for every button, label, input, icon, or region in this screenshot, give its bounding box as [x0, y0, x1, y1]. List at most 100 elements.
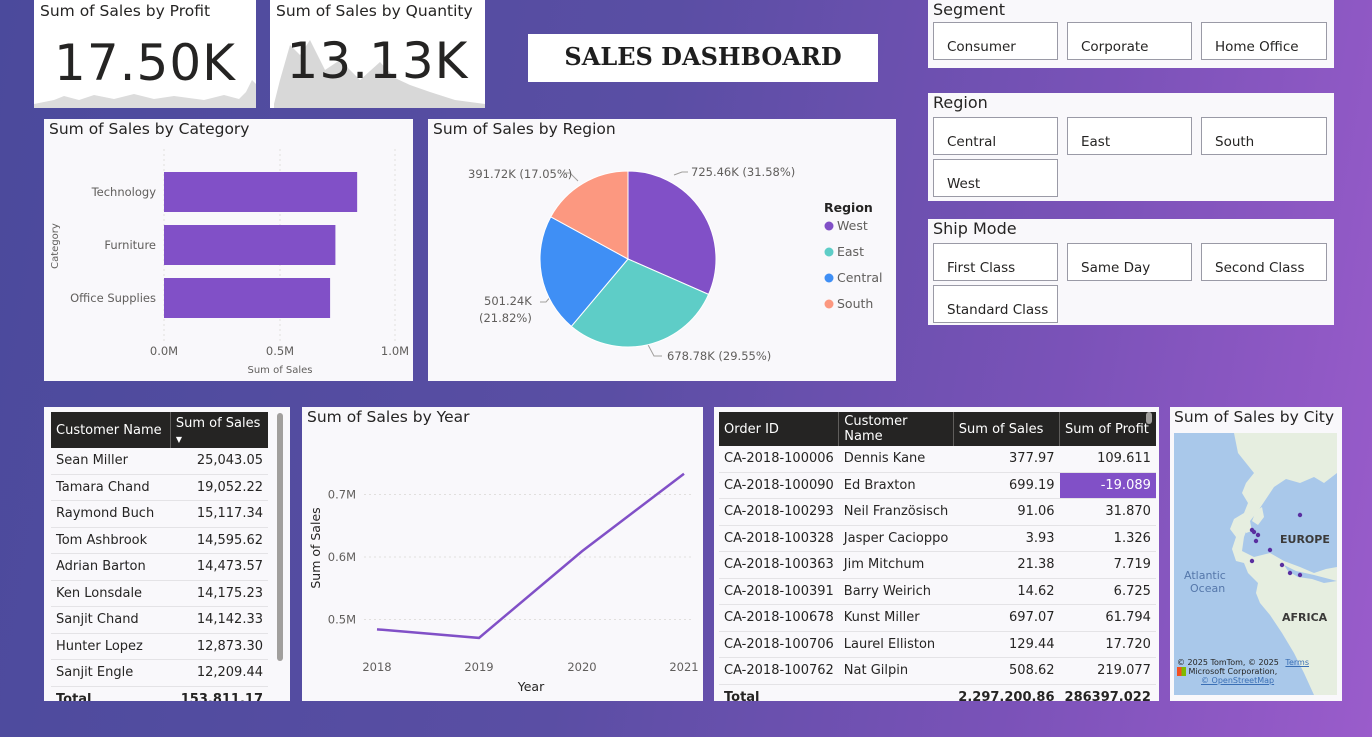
order-customer-cell: Barry Weirich [838, 578, 954, 605]
order-id-cell: CA-2018-100706 [719, 631, 839, 658]
map-landmass: EUROPE AFRICA Atlantic Ocean [1184, 433, 1337, 695]
pie-label-south: 391.72K (17.05%) [468, 167, 572, 181]
order-customer-cell: Ed Braxton [838, 472, 954, 499]
order-table-scrollbar[interactable] [1146, 412, 1152, 424]
order-customer-cell: Jim Mitchum [838, 551, 954, 579]
region-slicer: Region Central East South West [928, 93, 1334, 201]
order-total-sales: 2,297,200.86 [953, 683, 1060, 701]
customer-sales-cell: 14,473.57 [170, 553, 268, 581]
segment-slicer-title: Segment [933, 0, 1005, 19]
region-option-central[interactable]: Central [933, 117, 1058, 155]
region-pie-chart: 725.46K (31.58%) 678.78K (29.55%) 501.24… [468, 165, 883, 363]
pie-slice-west[interactable] [627, 170, 717, 296]
legend-marker-south [824, 299, 834, 309]
region-option-west[interactable]: West [933, 159, 1058, 197]
category-tick-label: Office Supplies [70, 291, 156, 305]
year-x-tick: 2021 [669, 660, 698, 674]
year-y-tick: 0.7M [328, 488, 356, 502]
header-order-sum-of-profit[interactable]: Sum of Profit [1059, 412, 1156, 446]
legend-item-east[interactable]: East [837, 244, 864, 259]
category-chart: Sum of Sales by Category Category 0.0M 0… [44, 119, 413, 381]
region-legend-title: Region [824, 200, 873, 215]
ship-mode-option-standard-class[interactable]: Standard Class [933, 285, 1058, 323]
ship-mode-option-first-class[interactable]: First Class [933, 243, 1058, 281]
customer-name-cell: Adrian Barton [51, 553, 171, 581]
segment-option-home-office[interactable]: Home Office [1201, 22, 1327, 60]
table-row[interactable]: Adrian Barton 14,473.57 [51, 553, 268, 581]
table-row[interactable]: CA-2018-100678 Kunst Miller 697.07 61.794 [719, 604, 1156, 632]
map-attribution-line2: Microsoft Corporation, [1188, 667, 1278, 676]
segment-option-corporate[interactable]: Corporate [1067, 22, 1192, 60]
table-row[interactable]: CA-2018-100363 Jim Mitchum 21.38 7.719 [719, 551, 1156, 579]
header-customer-name[interactable]: Customer Name [51, 412, 171, 448]
order-profit-cell: 7.719 [1059, 551, 1156, 579]
customer-name-cell: Sanjit Chand [51, 606, 171, 634]
order-profit-cell: 219.077 [1059, 657, 1156, 685]
segment-option-consumer[interactable]: Consumer [933, 22, 1058, 60]
table-row[interactable]: CA-2018-100762 Nat Gilpin 508.62 219.077 [719, 657, 1156, 685]
map-label-ocean: Ocean [1190, 582, 1225, 595]
table-row[interactable]: CA-2018-100328 Jasper Cacioppo 3.93 1.326 [719, 525, 1156, 552]
order-profit-cell: 17.720 [1059, 631, 1156, 658]
category-bar[interactable] [164, 278, 331, 318]
pie-label-central-pct: (21.82%) [479, 311, 532, 325]
table-row[interactable]: Hunter Lopez 12,873.30 [51, 633, 268, 660]
map-label-europe: EUROPE [1280, 533, 1330, 546]
year-x-tick: 2019 [464, 660, 493, 674]
kpi-quantity-sparkline [274, 40, 485, 108]
table-row[interactable]: Sanjit Chand 14,142.33 [51, 606, 268, 634]
category-x-tick-0: 0.0M [150, 344, 178, 358]
customer-total-label: Total [51, 685, 171, 701]
legend-item-central[interactable]: Central [837, 270, 883, 285]
table-row[interactable]: Sanjit Engle 12,209.44 [51, 659, 268, 687]
category-bar[interactable] [164, 172, 358, 212]
order-profit-cell: 61.794 [1059, 604, 1156, 632]
order-sales-cell: 377.97 [953, 446, 1060, 473]
legend-marker-east [824, 247, 834, 257]
ship-mode-option-second-class[interactable]: Second Class [1201, 243, 1327, 281]
header-order-id[interactable]: Order ID [719, 412, 840, 446]
order-table: Order ID Customer Name Sum of Sales Sum … [719, 412, 1156, 701]
pie-slice-south[interactable] [550, 170, 629, 260]
sales-trend-line[interactable] [376, 472, 685, 640]
table-row[interactable]: Tamara Chand 19,052.22 [51, 474, 268, 501]
order-table-panel: Order ID Customer Name Sum of Sales Sum … [714, 407, 1159, 701]
table-row[interactable]: CA-2018-100006 Dennis Kane 377.97 109.611 [719, 446, 1156, 473]
map-terms-link[interactable]: Terms [1285, 658, 1309, 667]
category-tick-label: Technology [91, 185, 157, 199]
legend-marker-central [824, 273, 834, 283]
table-row[interactable]: CA-2018-100391 Barry Weirich 14.62 6.725 [719, 578, 1156, 605]
ship-mode-slicer-title: Ship Mode [933, 219, 1017, 238]
header-order-sum-of-sales[interactable]: Sum of Sales [953, 412, 1061, 446]
table-row[interactable]: Ken Lonsdale 14,175.23 [51, 580, 268, 607]
segment-slicer: Segment Consumer Corporate Home Office [928, 0, 1334, 68]
ship-mode-option-same-day[interactable]: Same Day [1067, 243, 1192, 281]
pie-label-east: 678.78K (29.55%) [667, 349, 771, 363]
legend-item-west[interactable]: West [837, 218, 868, 233]
category-chart-title: Sum of Sales by Category [49, 120, 250, 138]
customer-table-scrollbar[interactable] [277, 413, 283, 661]
table-row[interactable]: CA-2018-100293 Neil Französisch 91.06 31.87… [719, 498, 1156, 526]
kpi-card-profit: Sum of Sales by Profit 17.50K [34, 0, 256, 108]
table-row[interactable]: CA-2018-100706 Laurel Elliston 129.44 17.72… [719, 631, 1156, 658]
pie-slice-central[interactable] [539, 216, 629, 328]
pie-slice-east[interactable] [570, 258, 710, 348]
table-row[interactable]: Raymond Buch 15,117.34 [51, 500, 268, 528]
legend-item-south[interactable]: South [837, 296, 873, 311]
region-option-east[interactable]: East [1067, 117, 1192, 155]
customer-sales-cell: 12,209.44 [170, 659, 268, 687]
category-bar[interactable] [164, 225, 336, 265]
customer-name-cell: Ken Lonsdale [51, 580, 171, 607]
header-order-customer-name[interactable]: Customer Name [838, 412, 954, 446]
order-sales-cell: 3.93 [953, 525, 1060, 552]
region-option-south[interactable]: South [1201, 117, 1327, 155]
city-map[interactable]: EUROPE AFRICA Atlantic Ocean © 2025 TomT… [1174, 433, 1337, 695]
customer-sales-cell: 15,117.34 [170, 500, 268, 528]
table-row[interactable]: Sean Miller 25,043.05 [51, 448, 268, 475]
table-row[interactable]: Tom Ashbrook 14,595.62 [51, 527, 268, 554]
map-osm-link[interactable]: © OpenStreetMap [1201, 676, 1275, 685]
order-total-profit: 286397.022 [1059, 683, 1156, 701]
pie-label-central-value: 501.24K [484, 294, 532, 308]
header-sum-of-sales[interactable]: Sum of Sales ▼ [170, 412, 268, 448]
table-row[interactable]: CA-2018-100090 Ed Braxton 699.19 -19.089 [719, 472, 1156, 499]
